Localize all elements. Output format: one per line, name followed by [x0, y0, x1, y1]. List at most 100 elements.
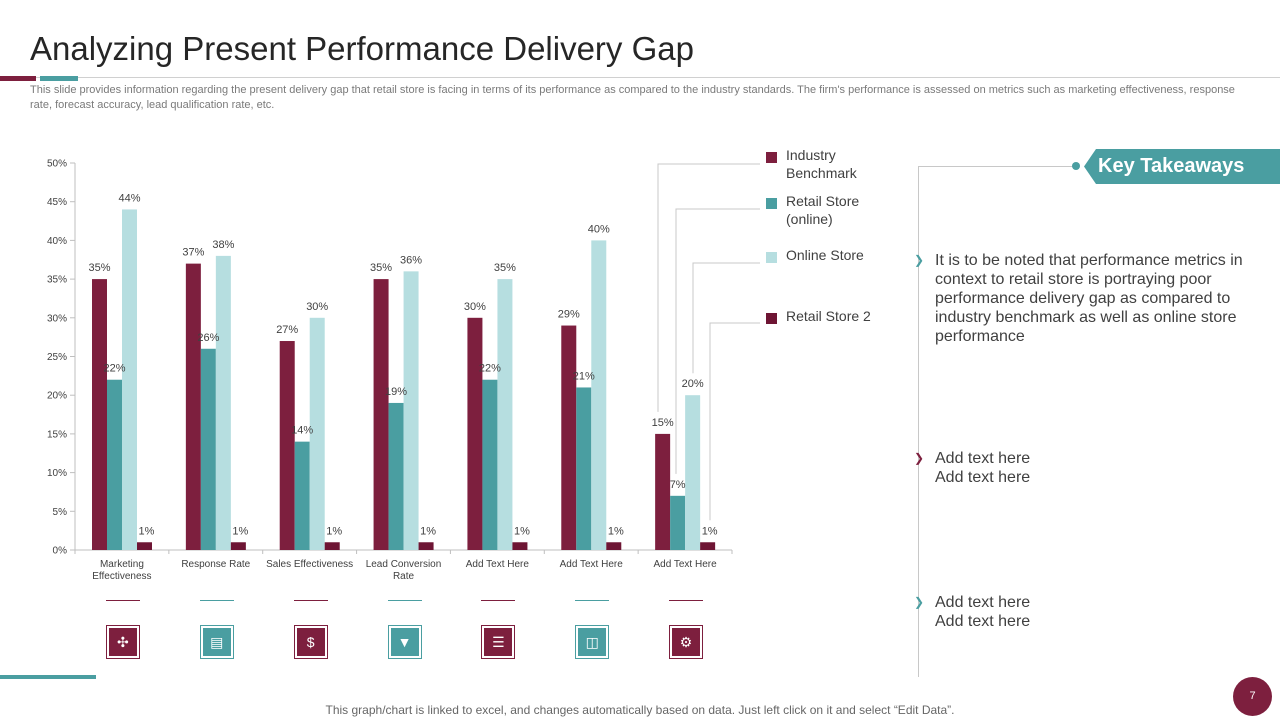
category-label-line: Response Rate	[181, 559, 250, 570]
bar	[122, 209, 137, 550]
bar	[670, 495, 686, 550]
legend-connector-line	[657, 163, 760, 412]
category-label: Add Text Here	[466, 559, 530, 570]
bar	[230, 542, 246, 550]
bar	[137, 542, 152, 550]
legend-item-retail-store-2[interactable]: Retail Store 2	[766, 307, 896, 325]
bar	[309, 317, 325, 550]
bullet-arrow-icon: ❯	[914, 595, 925, 609]
bar	[215, 255, 231, 550]
y-tick-label: 35%	[47, 275, 67, 286]
icon-top-rule	[105, 600, 140, 601]
takeaway-text: It is to be noted that performance metri…	[935, 252, 1243, 345]
bar	[685, 395, 701, 550]
chart-data-labels: 35% 37% 27% 35% 30% 29% 15% 22% 26% 14% 19% 22% 21% 7…	[88, 192, 717, 537]
legend-swatch	[766, 313, 777, 324]
y-tick-label: 20%	[47, 391, 67, 402]
bar	[185, 263, 201, 550]
legend-item-industry-benchmark[interactable]: Industry Benchmark	[766, 146, 896, 182]
legend-label: Industry Benchmark	[786, 147, 857, 181]
icon-top-rule	[575, 600, 610, 601]
bar	[279, 341, 295, 550]
legend-connector-line	[709, 322, 760, 521]
takeaway-item: ❯ Add text here Add text here	[914, 593, 1255, 631]
category-label-line: Rate	[393, 571, 415, 582]
bar	[576, 387, 592, 550]
bar	[403, 271, 419, 550]
legend-swatch	[766, 152, 777, 163]
data-label: 27%	[276, 324, 298, 336]
megaphone-network-icon: ✣	[105, 625, 140, 659]
chart-bars	[92, 209, 716, 550]
data-label: 35%	[88, 262, 110, 274]
bar	[107, 379, 122, 550]
data-label: 26%	[197, 332, 219, 344]
icon-top-rule	[199, 600, 234, 601]
legend-item-online-store[interactable]: Online Store	[766, 246, 896, 264]
bullet-arrow-icon: ❯	[914, 451, 925, 465]
legend-connector-line	[675, 208, 760, 474]
icon-top-rule	[481, 600, 516, 601]
checklist-icon: ☰	[481, 625, 516, 659]
category-label-line: Add Text Here	[466, 559, 530, 570]
data-label: 36%	[400, 254, 422, 266]
data-label: 14%	[291, 425, 313, 437]
bar	[324, 542, 340, 550]
data-label: 38%	[212, 239, 234, 251]
category-label-line: Marketing	[100, 559, 144, 570]
data-label: 35%	[370, 262, 392, 274]
takeaways-connector-dot	[1072, 162, 1080, 170]
icon-glyph: ✣	[108, 628, 137, 656]
legend-connector-line	[692, 262, 760, 374]
icon-glyph: ☰	[484, 628, 513, 656]
icon-top-rule	[293, 600, 328, 601]
category-label-line: Add Text Here	[560, 559, 624, 570]
y-tick-label: 0%	[53, 546, 68, 557]
category-label: Lead Conversion Rate	[366, 559, 442, 582]
data-label: 1%	[420, 525, 436, 537]
category-label-line: Sales Effectiveness	[266, 559, 353, 570]
category-label-line: Lead Conversion	[366, 559, 442, 570]
data-label: 37%	[182, 247, 204, 259]
data-label: 21%	[573, 370, 595, 382]
data-label: 30%	[464, 301, 486, 313]
legend-label: Retail Store (online)	[786, 193, 860, 227]
data-label: 22%	[479, 363, 501, 375]
data-label: 19%	[385, 386, 407, 398]
head-gear-icon: ⚙	[669, 625, 704, 659]
category-label-line: Effectiveness	[92, 571, 151, 582]
category-label: Sales Effectiveness	[266, 559, 353, 570]
chart-category-labels: Marketing Effectiveness Response Rate Sales…	[92, 559, 717, 582]
data-label: 1%	[326, 525, 342, 537]
bar	[512, 542, 528, 550]
legend-item-retail-store-online[interactable]: Retail Store (online)	[766, 192, 896, 228]
y-tick-label: 40%	[47, 236, 67, 247]
legend-swatch	[766, 198, 777, 209]
takeaway-text: Add text here Add text here	[935, 594, 1031, 630]
bar	[606, 542, 622, 550]
bar	[373, 279, 389, 550]
y-tick-label: 45%	[47, 197, 67, 208]
data-label: 1%	[608, 525, 624, 537]
clipboard-chart-icon: ▤	[199, 625, 234, 659]
bar	[92, 279, 107, 550]
title-accent-maroon	[0, 76, 36, 81]
takeaway-item: ❯ It is to be noted that performance met…	[914, 251, 1255, 346]
data-label: 20%	[682, 378, 704, 390]
data-label: 22%	[103, 363, 125, 375]
key-takeaways-banner: Key Takeaways	[1084, 149, 1280, 184]
data-label: 35%	[494, 262, 516, 274]
y-tick-label: 30%	[47, 313, 67, 324]
bar	[200, 348, 216, 550]
data-label: 7%	[670, 479, 686, 491]
data-label: 1%	[702, 525, 718, 537]
page-number: 7	[1233, 677, 1272, 716]
category-label: Add Text Here	[560, 559, 624, 570]
hand-money-icon: $	[293, 625, 328, 659]
icon-top-rule	[387, 600, 422, 601]
y-tick-label: 50%	[47, 159, 67, 170]
bar	[655, 433, 671, 550]
legend-connector-lines	[657, 163, 760, 521]
bar	[294, 441, 310, 550]
